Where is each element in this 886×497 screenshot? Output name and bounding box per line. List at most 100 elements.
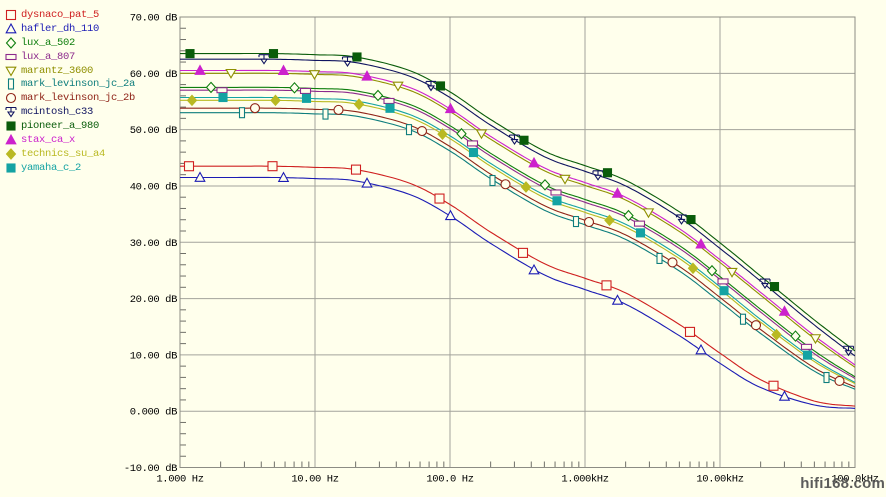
legend-item-mark-levinson-jc-2b: mark_levinson_jc_2b — [4, 91, 135, 105]
y-axis-tick-label: 60.00 dB — [130, 69, 177, 81]
series-marker — [508, 134, 521, 146]
series-marker — [270, 94, 281, 107]
series-marker — [583, 216, 595, 228]
series-curve-yamaha_c_2 — [180, 96, 855, 383]
series-marker — [601, 280, 612, 291]
series-marker — [667, 257, 678, 268]
legend-item-pioneer-a-980: pioneer_a_980 — [4, 119, 135, 133]
series-marker — [778, 305, 791, 316]
series-marker — [405, 124, 413, 136]
series-markers-stax_ca_x — [194, 64, 791, 316]
series-marker — [823, 371, 830, 384]
series-marker — [642, 208, 655, 219]
series-marker — [361, 177, 373, 188]
series-markers-yamaha_c_2 — [218, 92, 813, 360]
watermark: hifi168.com — [800, 475, 885, 492]
series-marker — [500, 179, 511, 190]
series-curve-lux_a_502 — [180, 86, 855, 378]
legend-label: yamaha_c_2 — [21, 161, 82, 174]
x-axis-tick-label: 1.000kHz — [561, 474, 608, 486]
series-marker — [322, 108, 329, 120]
series-marker — [238, 107, 246, 119]
series-markers-pioneer_a_980 — [185, 49, 780, 292]
series-marker — [517, 247, 529, 258]
series-marker — [602, 168, 613, 178]
legend-label: mark_levinson_jc_2a — [21, 78, 136, 91]
series-marker — [675, 214, 688, 225]
series-curve-technics_su_a4 — [180, 99, 855, 385]
series-marker — [6, 121, 16, 131]
filled-square-marker-icon — [6, 121, 16, 131]
series-marker — [301, 93, 312, 103]
series-marker — [444, 209, 457, 221]
plot-border — [179, 16, 856, 468]
legend-item-stax-ca-x: stax_ca_x — [4, 133, 135, 147]
series-marker — [528, 156, 540, 168]
series-marker — [802, 350, 813, 360]
series-marker — [559, 174, 571, 185]
y-axis-tick-label: 10.00 dB — [130, 350, 177, 362]
y-axis-tick-label: 40.00 dB — [130, 181, 177, 193]
series-marker — [684, 326, 696, 337]
series-marker — [352, 52, 362, 62]
series-marker — [611, 294, 624, 305]
series-marker — [611, 187, 624, 198]
legend-label: dysnaco_pat_5 — [21, 8, 100, 21]
series-marker — [834, 375, 845, 387]
series-marker — [267, 161, 278, 172]
series-curve-marantz_3600 — [180, 72, 855, 368]
series-marker — [623, 209, 634, 222]
series-marker — [778, 390, 791, 401]
series-curve-pioneer_a_980 — [180, 52, 855, 352]
series-marker — [341, 56, 354, 67]
series-marker — [372, 89, 384, 102]
open-vrect-marker-icon — [7, 78, 15, 90]
legend-label: mcintosh_c33 — [21, 106, 94, 119]
legend-label: pioneer_a_980 — [21, 120, 100, 133]
series-marker — [5, 133, 17, 145]
series-marker — [739, 313, 747, 325]
series-marker — [392, 81, 404, 92]
series-marker — [5, 66, 17, 77]
series-marker — [216, 87, 228, 94]
series-marker — [468, 147, 479, 158]
series-marker — [550, 189, 562, 196]
series-marker — [434, 193, 445, 204]
legend-label: lux_a_502 — [21, 36, 76, 49]
series-marker — [635, 228, 646, 238]
series-marker — [444, 102, 457, 114]
series-markers-mark_levinson_jc_2b — [249, 103, 845, 387]
series-marker — [5, 93, 17, 104]
legend-label: stax_ca_x — [21, 133, 76, 146]
series-marker — [656, 252, 663, 264]
series-marker — [5, 53, 17, 60]
y-axis-tick-label: 0.000 dB — [130, 407, 177, 419]
series-marker — [333, 104, 344, 115]
series-marker — [258, 54, 270, 65]
series-marker — [289, 81, 300, 94]
open-square-marker-icon — [5, 9, 17, 21]
open-rect-marker-icon — [5, 53, 17, 60]
x-axis-tick-label: 10.00 Hz — [291, 474, 338, 486]
open-nabla-marker-icon — [5, 66, 17, 77]
series-marker — [771, 328, 782, 341]
legend-label: marantz_3600 — [21, 64, 94, 77]
series-marker — [633, 220, 646, 227]
legend-label: mark_levinson_jc_2b — [21, 92, 136, 105]
series-marker — [790, 330, 801, 342]
y-axis-tick-label: -10.00 dB — [124, 463, 177, 475]
legend-item-lux-a-807: lux_a_807 — [4, 50, 135, 64]
series-marker — [249, 103, 261, 114]
series-curve-stax_ca_x — [180, 69, 855, 366]
legend-item-technics-su-a4: technics_su_a4 — [4, 147, 135, 161]
series-marker — [768, 380, 779, 391]
series-marker — [435, 81, 446, 91]
series-marker — [185, 49, 195, 59]
series-marker — [350, 164, 362, 175]
series-marker — [308, 70, 321, 81]
open-diamond-marker-icon — [5, 36, 17, 49]
filled-diamond-marker-icon — [5, 148, 17, 160]
series-curve-mark_levinson_jc_2b — [180, 107, 855, 388]
series-marker — [552, 196, 562, 206]
